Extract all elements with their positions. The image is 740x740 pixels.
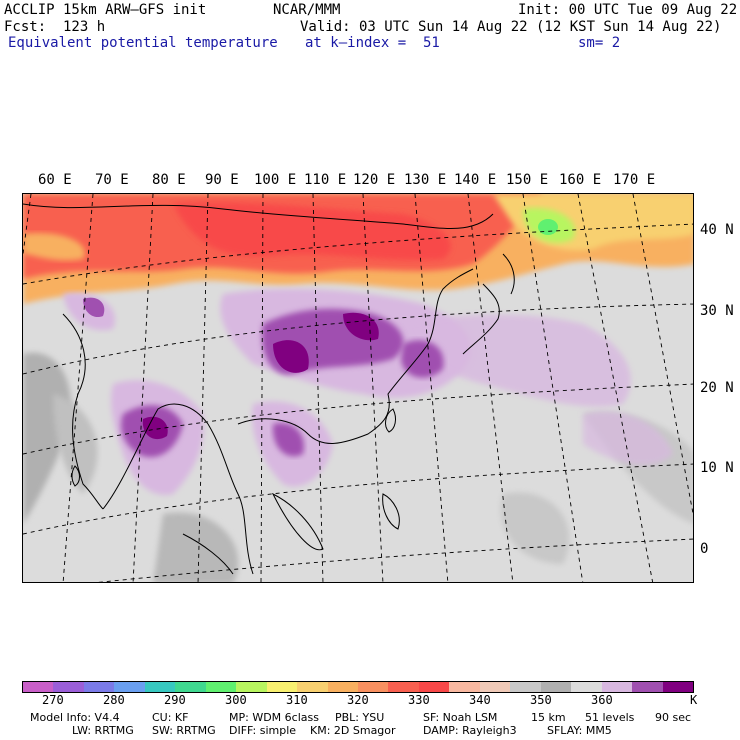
lon-label: 60 E [38, 172, 72, 188]
colorbar-swatch [388, 682, 419, 692]
colorbar-swatch [297, 682, 328, 692]
lat-label: 30 N [700, 303, 734, 319]
colorbar-swatch [53, 682, 84, 692]
map-field [23, 194, 693, 582]
model-info: SF: Noah LSM [423, 711, 498, 724]
model-info: MP: WDM 6class [229, 711, 319, 724]
colorbar-label: 270 [42, 693, 64, 707]
colorbar-label: 280 [103, 693, 125, 707]
lat-label: 20 N [700, 380, 734, 396]
model-info: SFLAY: MM5 [547, 724, 612, 737]
colorbar-swatch [540, 682, 572, 692]
model-info: CU: KF [152, 711, 189, 724]
lat-label: 10 N [700, 460, 734, 476]
colorbar-label: 350 [530, 693, 552, 707]
colorbar-swatch [571, 682, 602, 692]
lon-label: 70 E [95, 172, 129, 188]
colorbar-swatch [236, 682, 267, 692]
lon-label: 100 E [254, 172, 297, 188]
graticule [23, 194, 693, 582]
lon-label: 170 E [613, 172, 656, 188]
lon-label: 150 E [506, 172, 549, 188]
colorbar-swatch [83, 682, 115, 692]
colorbar-swatch [357, 682, 389, 692]
colorbar-swatch [449, 682, 480, 692]
model-info: SW: RRTMG [152, 724, 216, 737]
colorbar-label: 330 [408, 693, 430, 707]
model-info: 51 levels [585, 711, 635, 724]
colorbar-label: 320 [347, 693, 369, 707]
colorbar-swatch [510, 682, 541, 692]
colorbar-swatch [266, 682, 298, 692]
colorbar-swatch [662, 682, 693, 692]
colorbar [22, 681, 694, 693]
lon-label: 130 E [404, 172, 447, 188]
field-name: Equivalent potential temperature [8, 35, 278, 51]
colorbar-swatch [479, 682, 511, 692]
colorbar-swatch [418, 682, 450, 692]
coastlines [23, 203, 515, 575]
model-info: 15 km [531, 711, 566, 724]
colorbar-swatch [327, 682, 358, 692]
colorbar-label: 290 [164, 693, 186, 707]
model-info: Model Info: V4.4 [30, 711, 120, 724]
model-title: ACCLIP 15km ARW–GFS init [4, 2, 207, 18]
model-info: DIFF: simple [229, 724, 297, 737]
theta-e-field [23, 194, 693, 582]
org-label: NCAR/MMM [273, 2, 341, 18]
init-time: Init: 00 UTC Tue 09 Aug 22 [518, 2, 738, 18]
lon-label: 90 E [205, 172, 239, 188]
model-info: KM: 2D Smagor [310, 724, 396, 737]
lon-label: 110 E [304, 172, 347, 188]
colorbar-swatch [632, 682, 663, 692]
model-info: DAMP: Rayleigh3 [423, 724, 517, 737]
map-panel[interactable] [22, 193, 694, 583]
lon-label: 120 E [353, 172, 396, 188]
model-info: PBL: YSU [335, 711, 385, 724]
lon-label: 160 E [559, 172, 602, 188]
colorbar-swatch [601, 682, 633, 692]
valid-time: Valid: 03 UTC Sun 14 Aug 22 (12 KST Sun … [300, 19, 722, 35]
colorbar-swatch [175, 682, 206, 692]
colorbar-swatch [114, 682, 145, 692]
model-info: 90 sec [655, 711, 692, 724]
colorbar-label: 360 [591, 693, 613, 707]
colorbar-swatch [205, 682, 237, 692]
lat-label: 0 [700, 541, 709, 557]
colorbar-label: 310 [286, 693, 308, 707]
lat-label: 40 N [700, 222, 734, 238]
colorbar-swatch [23, 682, 54, 692]
smoothing: sm= 2 [578, 35, 621, 51]
lon-label: 140 E [454, 172, 497, 188]
model-info: LW: RRTMG [72, 724, 134, 737]
colorbar-unit: K [690, 693, 698, 707]
colorbar-label: 300 [225, 693, 247, 707]
level-index: at k–index = 51 [305, 35, 440, 51]
lon-label: 80 E [152, 172, 186, 188]
forecast-hour: Fcst: 123 h [4, 19, 106, 35]
colorbar-label: 340 [469, 693, 491, 707]
colorbar-swatch [144, 682, 176, 692]
